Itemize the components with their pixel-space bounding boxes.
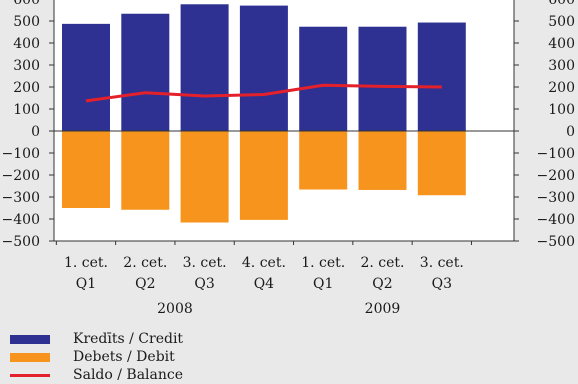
legend-label-credit: Kredīts / Credit [73,331,183,347]
x-category-label-1-line2: Q2 [135,276,155,292]
x-category-label-0-line1: 1. cet. [64,255,108,271]
x-category-label-4-line1: 1. cet. [301,255,345,271]
x-category-label-5-line2: Q2 [372,276,392,292]
legend-item-debit: Debets / Debit [10,348,183,366]
legend-swatch-debit [10,353,50,362]
legend-swatch-credit [10,335,50,344]
y-tick-label-right-6: 100 [548,102,575,118]
y-tick-label-left-8: 300 [13,58,40,74]
x-category-label-4-line2: Q1 [313,276,333,292]
year-label-1: 2009 [365,301,401,317]
y-tick-label-right-1: −400 [537,212,575,228]
debit-bar-4 [299,131,347,190]
legend-label-balance: Saldo / Balance [73,367,183,383]
y-tick-label-left-0: −500 [2,234,40,250]
debit-bar-6 [418,131,466,195]
x-category-label-2-line2: Q3 [194,276,214,292]
y-tick-label-left-2: −300 [2,190,40,206]
y-tick-label-right-11: 600 [548,0,575,8]
x-category-label-0-line2: Q1 [76,276,96,292]
debit-bar-0 [62,131,110,208]
debit-bar-3 [240,131,288,220]
y-tick-label-right-4: −100 [537,146,575,162]
y-tick-label-left-10: 500 [13,14,40,30]
y-tick-label-right-9: 400 [548,36,575,52]
x-category-label-6-line2: Q3 [432,276,452,292]
credit-bar-2 [181,4,229,131]
credit-bar-6 [418,23,466,131]
y-tick-label-right-8: 300 [548,58,575,74]
credit-bar-3 [240,6,288,131]
credit-bar-5 [359,27,407,131]
y-tick-label-left-7: 200 [13,80,40,96]
y-tick-label-left-1: −400 [2,212,40,228]
x-category-label-3-line2: Q4 [254,276,274,292]
credit-bar-0 [62,24,110,131]
x-category-label-1-line1: 2. cet. [123,255,167,271]
y-tick-label-left-11: 600 [13,0,40,8]
x-category-label-2-line1: 3. cet. [183,255,227,271]
y-tick-label-left-4: −100 [2,146,40,162]
x-category-label-5-line1: 2. cet. [360,255,404,271]
y-tick-label-right-2: −300 [537,190,575,206]
debit-bar-5 [359,131,407,190]
y-tick-label-left-6: 100 [13,102,40,118]
legend-item-balance: Saldo / Balance [10,366,183,384]
year-label-0: 2008 [157,301,193,317]
legend-label-debit: Debets / Debit [73,349,175,365]
debit-bar-2 [181,131,229,223]
legend-swatch-balance [10,374,50,377]
legend-item-credit: Kredīts / Credit [10,330,183,348]
x-category-label-6-line1: 3. cet. [420,255,464,271]
y-tick-label-left-3: −200 [2,168,40,184]
y-tick-label-right-7: 200 [548,80,575,96]
credit-bar-1 [121,14,169,131]
y-tick-label-right-10: 500 [548,14,575,30]
credit-bar-4 [299,27,347,131]
bars-layer [54,0,514,241]
debit-bar-1 [121,131,169,210]
y-tick-label-right-0: −500 [537,234,575,250]
y-tick-label-left-9: 400 [13,36,40,52]
legend: Kredīts / Credit Debets / Debit Saldo / … [10,330,183,384]
y-tick-label-right-3: −200 [537,168,575,184]
x-category-label-3-line1: 4. cet. [242,255,286,271]
y-tick-label-right-5: 0 [566,124,575,140]
x-category-labels: 1. cet. Q1 2. cet. Q2 3. cet. Q3 4. cet. Q4 1. c… [64,255,464,317]
y-tick-label-left-5: 0 [31,124,40,140]
